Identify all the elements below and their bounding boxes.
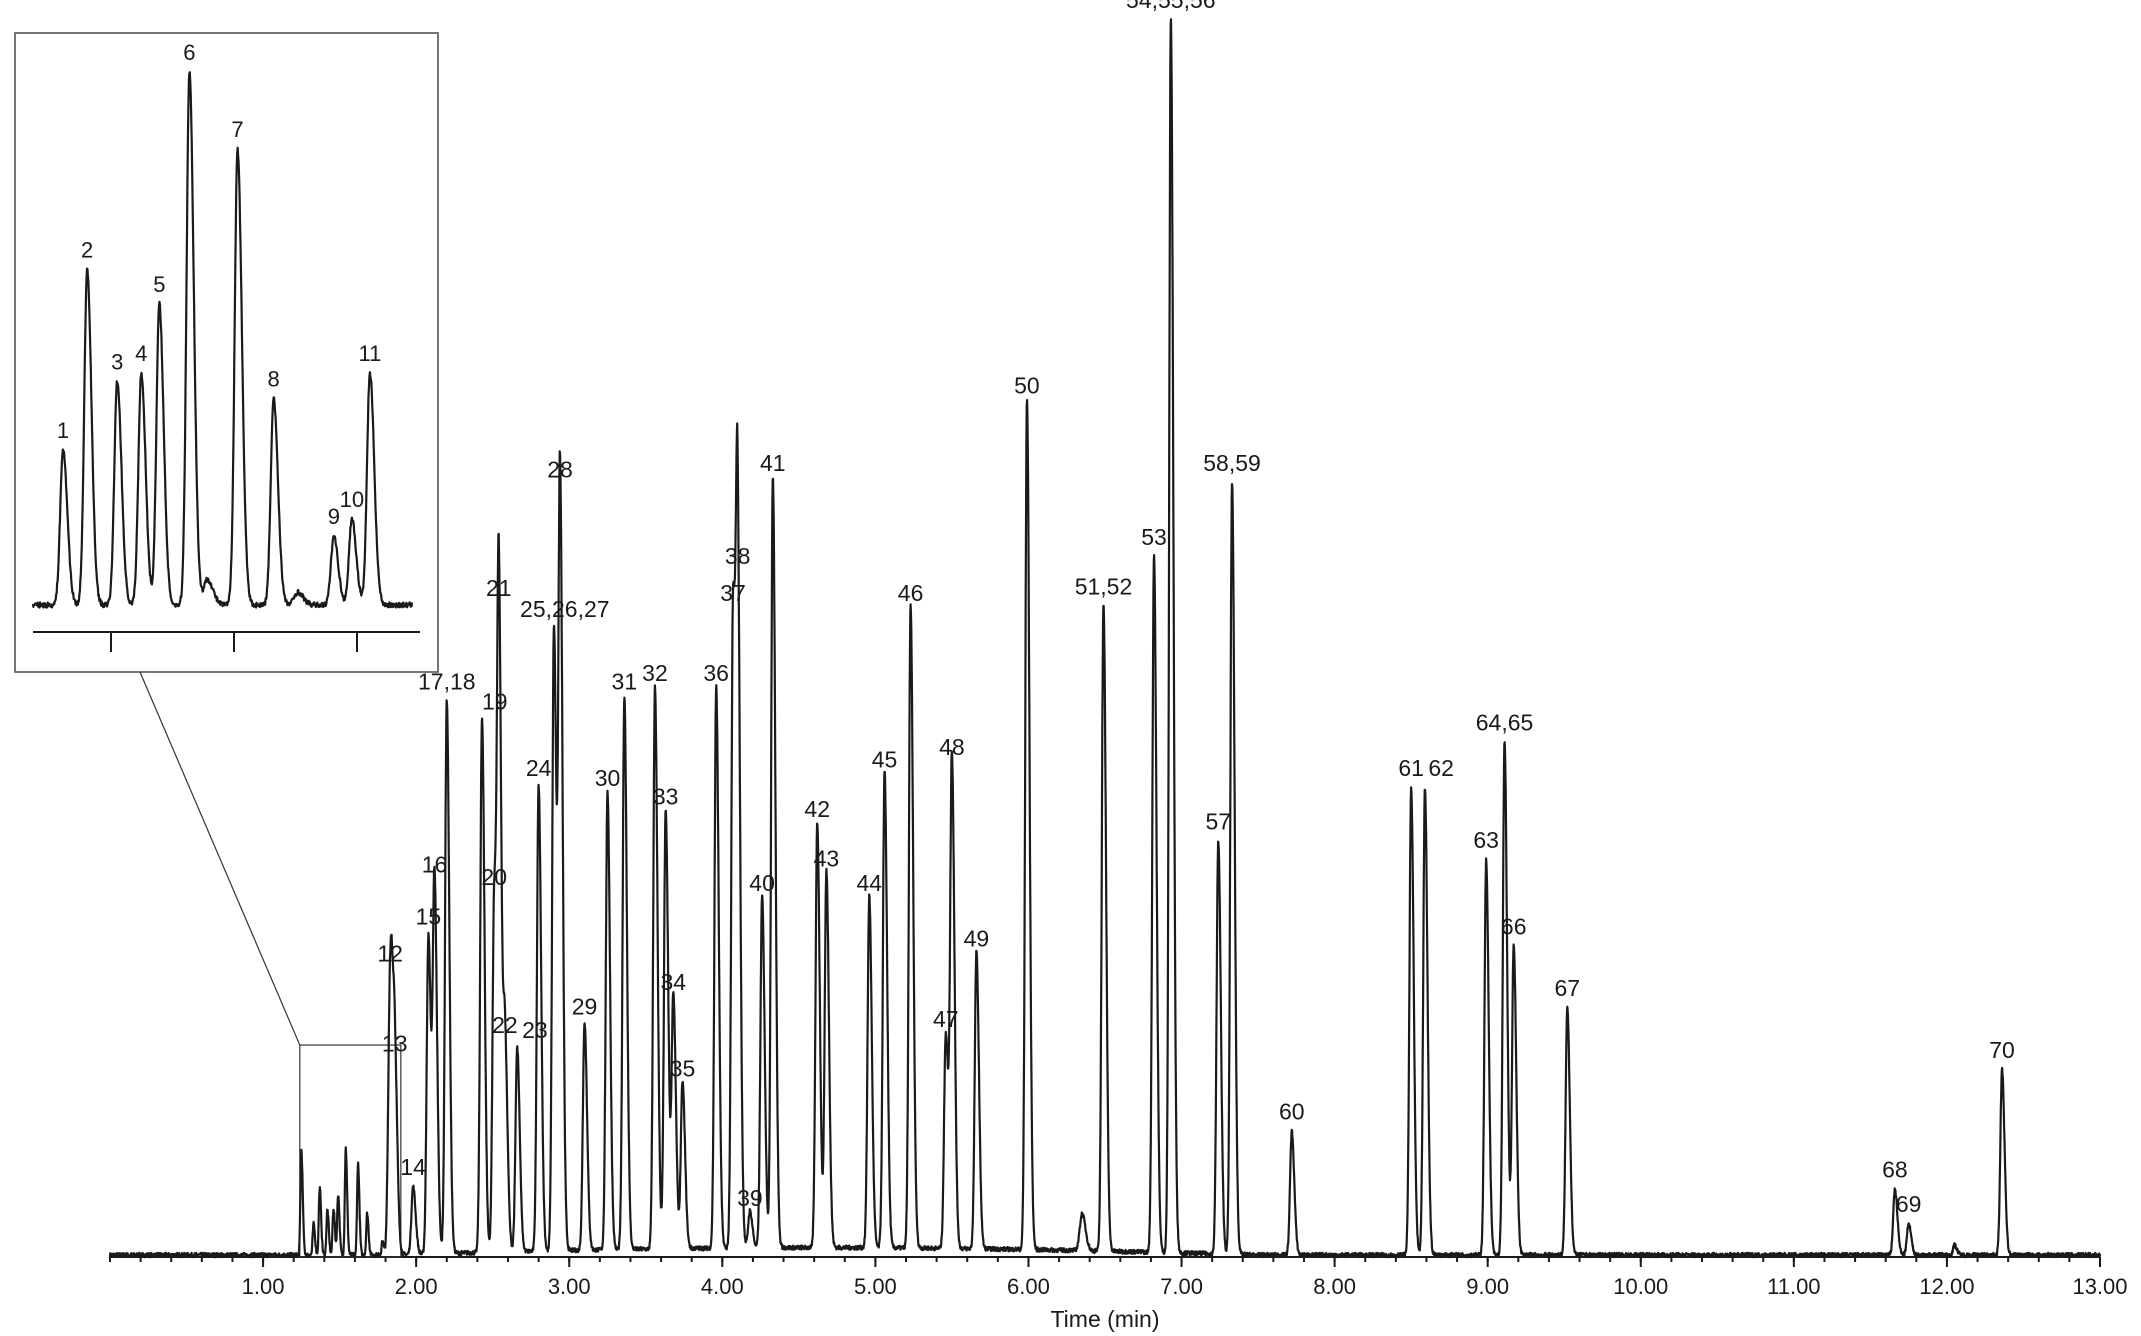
peak-label: 37: [720, 580, 746, 606]
inset-peak-label: 9: [328, 504, 340, 529]
peak-label: 68: [1882, 1157, 1908, 1183]
peak-label: 49: [964, 926, 990, 952]
peak-label: 45: [872, 747, 898, 773]
inset-peak-label: 2: [81, 238, 93, 263]
x-axis: 1.00 2.00 3.00 4.00 5.00 6.00 7.00 8.00 9.00 10.0…: [109, 1256, 2128, 1299]
peak-label: 69: [1896, 1191, 1922, 1217]
inset-peak-label: 11: [358, 341, 381, 366]
peak-label: 25,26,27: [520, 596, 610, 622]
peak-label: 53: [1141, 524, 1167, 550]
peak-label: 20: [481, 864, 507, 890]
inset-trace: [31, 71, 414, 609]
peak-label: 31: [612, 669, 638, 695]
peak-label: 44: [856, 870, 882, 896]
peak-label: 19: [482, 688, 508, 714]
peak-label: 60: [1279, 1099, 1305, 1125]
peak-label: 14: [400, 1154, 426, 1180]
peak-label: 40: [749, 870, 775, 896]
x-tick-label: 8.00: [1313, 1274, 1356, 1299]
peak-label: 67: [1554, 975, 1580, 1001]
x-tick-label: 13.00: [2072, 1274, 2127, 1299]
peak-label: 39: [737, 1185, 763, 1211]
zoom-region: [299, 1044, 402, 1258]
peak-label: 22: [492, 1012, 518, 1038]
peak-label: 58,59: [1203, 450, 1261, 476]
peak-label: 46: [898, 580, 924, 606]
peak-label: 36: [703, 660, 729, 686]
inset-peak-label: 4: [135, 341, 147, 366]
x-tick-label: 7.00: [1160, 1274, 1203, 1299]
peak-label: 35: [670, 1055, 696, 1081]
peak-label: 57: [1205, 808, 1231, 834]
zoom-connector: [139, 671, 301, 1046]
peak-label: 43: [814, 845, 840, 871]
peak-label: 48: [939, 734, 965, 760]
x-tick-label: 2.00: [395, 1274, 438, 1299]
x-tick-label: 5.00: [854, 1274, 897, 1299]
peak-label: 63: [1473, 827, 1499, 853]
peak-label: 42: [804, 796, 830, 822]
x-tick-label: 1.00: [242, 1274, 285, 1299]
peak-label: 41: [760, 450, 786, 476]
peak-label: 28: [547, 456, 573, 482]
x-tick-label: 3.00: [548, 1274, 591, 1299]
inset-peak-label: 5: [153, 272, 165, 297]
peak-label: 17,18: [418, 669, 476, 695]
peak-label: 70: [1989, 1037, 2015, 1063]
inset-peak-label: 1: [57, 418, 69, 443]
peak-label: 16: [422, 852, 448, 878]
x-tick-label: 10.00: [1613, 1274, 1668, 1299]
peak-label: 62: [1428, 755, 1454, 781]
peak-label: 15: [416, 903, 442, 929]
x-tick-label: 6.00: [1007, 1274, 1050, 1299]
peak-label: 54,55,56: [1126, 0, 1216, 13]
peak-label: 29: [572, 994, 598, 1020]
x-tick-label: 11.00: [1767, 1274, 1820, 1299]
peak-label: 61: [1398, 755, 1424, 781]
inset-peak-label: 6: [183, 40, 195, 65]
peak-label: 64,65: [1476, 709, 1534, 735]
inset-peak-label: 7: [231, 117, 243, 142]
peak-label: 12: [377, 940, 403, 966]
peak-label: 38: [725, 543, 751, 569]
x-tick-label: 4.00: [701, 1274, 744, 1299]
peak-label: 13: [382, 1031, 408, 1057]
x-tick-label: 12.00: [1919, 1274, 1974, 1299]
peak-label: 30: [595, 765, 621, 791]
peak-label: 23: [522, 1017, 548, 1043]
inset-peak-label: 3: [111, 349, 123, 374]
peak-label: 66: [1501, 913, 1527, 939]
peak-label: 21: [486, 575, 512, 601]
peak-label: 33: [653, 784, 679, 810]
x-axis-title: Time (min): [1050, 1306, 1159, 1332]
chromatogram-trace: [108, 18, 2102, 1259]
peak-label: 24: [526, 755, 552, 781]
peak-label: 51,52: [1075, 574, 1133, 600]
peak-label: 34: [661, 969, 687, 995]
inset-peak-label: 8: [268, 367, 280, 392]
x-tick-label: 9.00: [1466, 1274, 1509, 1299]
peak-label: 50: [1014, 372, 1040, 398]
peak-label: 32: [642, 660, 668, 686]
peak-label: 47: [933, 1006, 959, 1032]
inset-peak-label: 10: [340, 487, 364, 512]
